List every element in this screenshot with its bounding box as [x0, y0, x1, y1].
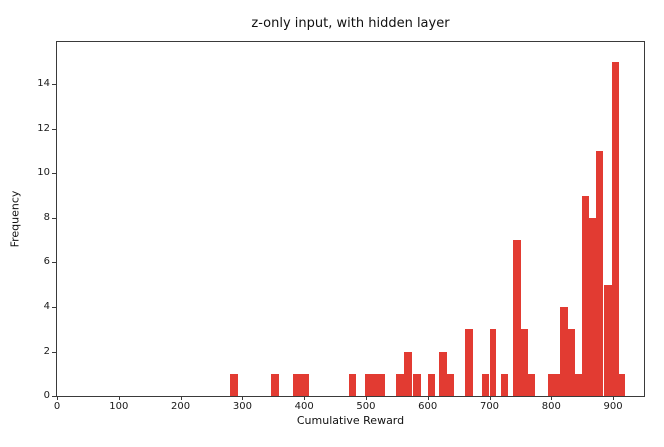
histogram-bar: [413, 373, 421, 396]
histogram-bar: [589, 217, 597, 396]
histogram-bar: [501, 373, 508, 396]
histogram-bar: [489, 329, 497, 396]
x-tick-label: 300: [232, 401, 252, 412]
x-tick-mark: [613, 396, 615, 400]
y-tick-mark: [52, 306, 56, 308]
y-tick-mark: [52, 396, 56, 397]
histogram-bar: [619, 373, 626, 396]
axes-ticks-layer: 0 100 200 300 400 500 600 700 800 900 0 2 4 6 8 10 12 14: [37, 42, 644, 412]
x-tick-mark: [180, 396, 182, 400]
x-tick-mark: [242, 396, 244, 400]
x-tick-label: 800: [541, 401, 561, 412]
x-tick-mark: [551, 396, 553, 400]
y-tick-mark: [52, 217, 56, 219]
histogram-bar: [581, 195, 590, 396]
x-tick-mark: [118, 396, 120, 400]
histogram-bar: [482, 373, 490, 396]
histogram-bar: [293, 373, 301, 396]
histogram-bar: [521, 329, 528, 396]
y-tick-mark: [52, 262, 56, 264]
histogram-bar: [596, 151, 604, 396]
x-tick-label: 100: [109, 401, 129, 412]
x-tick-label: 400: [294, 401, 314, 412]
histogram-bar: [427, 373, 436, 396]
plot-area: 0 100 200 300 400 500 600 700 800 900 0 2 4 6 8 10 12 14: [37, 41, 645, 412]
x-tick-label: 0: [53, 401, 61, 412]
histogram-bar: [603, 284, 612, 396]
y-tick-mark: [52, 173, 56, 175]
histogram-bar: [548, 373, 561, 396]
x-tick-label: 500: [356, 401, 376, 412]
x-axis-label: Cumulative Reward: [296, 414, 405, 427]
histogram-bar: [403, 351, 412, 396]
y-tick-label: 4: [43, 300, 50, 312]
x-tick-label: 900: [603, 401, 623, 412]
histogram-bar: [560, 306, 568, 396]
histogram-bar: [230, 373, 238, 396]
y-tick-label: 0: [43, 390, 50, 401]
x-tick-mark: [365, 396, 367, 400]
chart-title: z-only input, with hidden layer: [251, 16, 450, 31]
x-tick-mark: [489, 396, 491, 400]
histogram-bar: [365, 373, 386, 396]
y-tick-mark: [52, 84, 56, 86]
y-tick-label: 2: [43, 345, 50, 357]
x-tick-label: 200: [171, 401, 191, 412]
y-tick-label: 12: [37, 122, 50, 134]
x-tick-mark: [304, 396, 306, 400]
x-tick-mark: [427, 396, 429, 400]
y-tick-label: 10: [37, 167, 50, 179]
histogram-bar: [396, 373, 404, 396]
histogram-bar: [348, 373, 357, 396]
y-tick-label: 8: [43, 211, 50, 223]
x-tick-mark: [57, 396, 58, 400]
histogram-bar: [300, 373, 309, 396]
x-tick-label: 700: [479, 401, 500, 412]
histogram-bar: [446, 373, 455, 396]
histogram-bar: [611, 62, 619, 396]
histogram-bar: [270, 373, 279, 396]
histogram-bar: [513, 240, 522, 396]
histogram-bar: [527, 373, 536, 396]
y-tick-mark: [52, 128, 56, 130]
x-tick-label: 600: [418, 401, 438, 412]
y-tick-label: 6: [43, 256, 50, 268]
y-tick-mark: [52, 351, 56, 353]
histogram-bar: [464, 329, 473, 396]
histogram-bar: [567, 329, 576, 396]
histogram-bar: [575, 373, 582, 396]
y-tick-label: 14: [37, 78, 50, 90]
histogram-bar: [439, 351, 447, 396]
bars-layer: [57, 42, 644, 396]
